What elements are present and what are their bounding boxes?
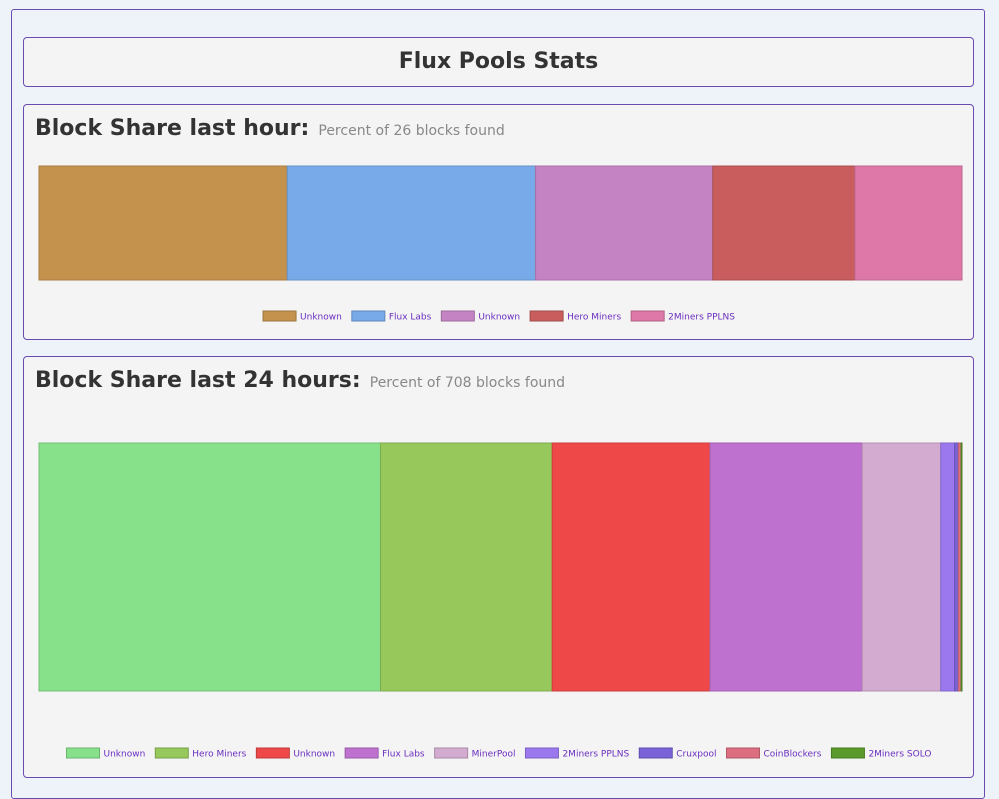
title-panel: Flux Pools Stats (23, 37, 974, 87)
bar-segment-3[interactable] (712, 165, 856, 281)
page-frame: Flux Pools Stats Block Share last hour: … (11, 9, 985, 799)
bar-segment-2[interactable] (551, 442, 711, 692)
chart-heading: Block Share last hour: Percent of 26 blo… (35, 116, 505, 141)
chart-panel-24h: Block Share last 24 hours: Percent of 70… (23, 356, 974, 778)
legend-label: Unknown (300, 312, 342, 322)
legend-label: Flux Labs (389, 312, 432, 322)
legend-swatch (529, 310, 564, 322)
legend-swatch (524, 747, 559, 759)
legend-label: Hero Miners (192, 749, 246, 759)
legend-swatch (630, 310, 665, 322)
legend-swatch (440, 310, 475, 322)
legend-label: MinerPool (472, 749, 516, 759)
legend-item[interactable]: Flux Labs (351, 310, 432, 322)
legend-label: CoinBlockers (764, 749, 822, 759)
chart-panel-hour: Block Share last hour: Percent of 26 blo… (23, 104, 974, 340)
bar-segment-0[interactable] (38, 442, 382, 692)
legend-item[interactable]: 2Miners PPLNS (524, 747, 630, 759)
bar-segment-8[interactable] (960, 442, 963, 692)
legend-item[interactable]: Flux Labs (344, 747, 425, 759)
legend-swatch (351, 310, 386, 322)
legend-item[interactable]: Unknown (66, 747, 146, 759)
chart-heading: Block Share last 24 hours: Percent of 70… (35, 368, 565, 393)
legend-swatch (638, 747, 673, 759)
bar-segment-4[interactable] (861, 442, 942, 692)
legend-label: Unknown (104, 749, 146, 759)
chart-title: Block Share last hour: (35, 116, 310, 141)
bar-segment-1[interactable] (286, 165, 537, 281)
bar-segment-4[interactable] (854, 165, 963, 281)
legend-item[interactable]: Hero Miners (154, 747, 247, 759)
bar-segment-2[interactable] (535, 165, 714, 281)
legend-label: Hero Miners (567, 312, 621, 322)
legend-swatch (434, 747, 469, 759)
legend-swatch (154, 747, 189, 759)
legend-label: Flux Labs (382, 749, 425, 759)
chart-title: Block Share last 24 hours: (35, 368, 361, 393)
legend-label: Cruxpool (676, 749, 716, 759)
bar-segment-0[interactable] (38, 165, 288, 281)
legend-item[interactable]: Unknown (255, 747, 335, 759)
legend-swatch (726, 747, 760, 759)
bar-segment-1[interactable] (380, 442, 553, 692)
block-share-24h-chart: Unknown Hero Miners Unknown Flux Labs MinerP… (38, 442, 963, 759)
legend-item[interactable]: Unknown (440, 310, 520, 322)
legend-item[interactable]: 2Miners SOLO (830, 747, 932, 759)
legend-swatch (66, 747, 100, 759)
legend-swatch (262, 310, 297, 322)
bar-segment-6[interactable] (954, 442, 959, 692)
legend-swatch (255, 747, 290, 759)
legend-item[interactable]: Hero Miners (529, 310, 621, 322)
legend-swatch (830, 747, 865, 759)
legend-label: 2Miners SOLO (868, 749, 931, 759)
legend-label: Unknown (478, 312, 520, 322)
legend-label: 2Miners PPLNS (668, 312, 735, 322)
chart-subtitle: Percent of 26 blocks found (318, 123, 505, 139)
legend-item[interactable]: Unknown (262, 310, 342, 322)
chart-subtitle: Percent of 708 blocks found (369, 375, 566, 391)
bar-segment-5[interactable] (940, 442, 956, 692)
legend-item[interactable]: Cruxpool (638, 747, 717, 759)
block-share-hour-chart: Unknown Flux Labs Unknown Hero Miners 2Miner… (38, 165, 963, 322)
legend-swatch (344, 747, 379, 759)
legend-item[interactable]: CoinBlockers (726, 747, 822, 759)
legend-label: Unknown (293, 749, 335, 759)
page-title: Flux Pools Stats (398, 49, 599, 74)
legend-item[interactable]: MinerPool (434, 747, 516, 759)
legend-item[interactable]: 2Miners PPLNS (630, 310, 735, 322)
legend-label: 2Miners PPLNS (562, 749, 629, 759)
bar-segment-3[interactable] (709, 442, 863, 692)
